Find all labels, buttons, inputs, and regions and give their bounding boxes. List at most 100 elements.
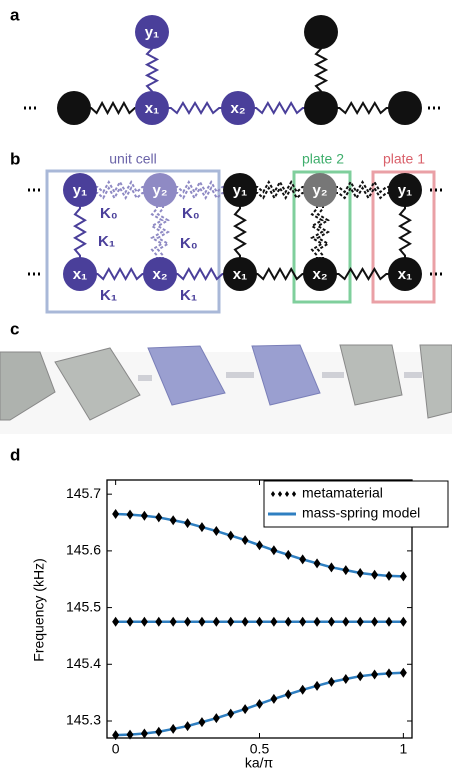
data-marker [170,724,177,734]
box-label: plate 1 [383,151,425,167]
spring-label: K₀ [180,235,198,252]
data-marker [184,518,191,528]
legend-label: metamaterial [302,485,383,501]
data-marker [213,526,220,536]
y-tick-label: 145.3 [66,712,101,728]
data-marker [242,704,249,714]
data-marker [299,617,306,627]
data-marker [385,571,392,581]
data-marker [242,617,249,627]
spring-label: K₁ [98,233,115,250]
data-marker [184,721,191,731]
mass-label: y₂ [312,182,327,199]
mass-label: x₁ [145,100,160,117]
data-marker [127,617,134,627]
x-axis-label: ka/π [245,755,274,770]
data-marker [242,535,249,545]
data-marker [112,617,119,627]
data-marker [256,540,263,550]
data-marker [256,699,263,709]
mass-label: y₁ [145,24,160,41]
data-marker [170,515,177,525]
data-marker [270,694,277,704]
data-marker [198,522,205,532]
mass-label: x₂ [230,100,245,117]
data-marker [213,617,220,627]
data-marker [141,511,148,521]
data-marker [127,510,134,520]
data-marker [155,512,162,522]
data-marker [112,730,119,740]
data-marker [170,617,177,627]
mass [304,91,338,125]
panel-label: a [10,5,20,24]
data-marker [357,671,364,681]
spring-label: K₁ [100,287,117,304]
data-marker [270,617,277,627]
data-marker [357,568,364,578]
legend-label: mass-spring model [302,505,420,521]
mass-label: y₁ [398,182,413,199]
box-label: unit cell [109,151,156,167]
x-tick-label: 0.5 [250,741,270,757]
data-marker [227,617,234,627]
plate-render [0,345,452,434]
data-marker [328,617,335,627]
data-marker [155,617,162,627]
spring-label: K₀ [182,205,200,222]
data-marker [342,674,349,684]
data-marker [314,558,321,568]
box-label: plate 2 [302,151,344,167]
mass [57,91,91,125]
mass-label: x₂ [312,266,327,283]
figure: a b c d unit cell plate 2 plate 1 Freque… [0,0,452,770]
data-marker [400,571,407,581]
panel-label: d [10,445,20,464]
data-marker [314,617,321,627]
mass-label: y₁ [73,182,88,199]
mass [388,91,422,125]
panel-label: b [10,149,20,168]
mass-label: y₁ [233,182,248,199]
data-marker [357,617,364,627]
data-marker [155,727,162,737]
data-marker [227,709,234,719]
mass-label: x₁ [73,266,88,283]
data-marker [141,728,148,738]
mass-label: y₂ [152,182,167,199]
mass-label: x₂ [152,266,167,283]
data-marker [400,668,407,678]
data-marker [400,617,407,627]
mass [304,15,338,49]
y-tick-label: 145.7 [66,485,101,501]
data-marker [285,617,292,627]
data-marker [213,713,220,723]
panel-label: c [10,319,19,338]
data-marker [299,685,306,695]
data-marker [371,669,378,679]
data-marker [342,565,349,575]
data-marker [371,570,378,580]
data-marker [198,617,205,627]
data-marker [198,717,205,727]
x-tick-label: 0 [112,741,120,757]
data-marker [141,617,148,627]
data-marker [342,617,349,627]
data-marker [227,531,234,541]
data-marker [270,545,277,555]
data-marker [328,562,335,572]
mass-label: x₁ [398,266,413,283]
x-tick-label: 1 [399,741,407,757]
data-marker [328,677,335,687]
data-marker [371,617,378,627]
data-marker [112,509,119,519]
data-marker [299,554,306,564]
data-marker [314,681,321,691]
y-tick-label: 145.5 [66,598,101,614]
data-marker [385,668,392,678]
data-marker [285,550,292,560]
y-tick-label: 145.6 [66,542,101,558]
y-tick-label: 145.4 [66,655,101,671]
spring-label: K₁ [180,287,197,304]
data-marker [285,689,292,699]
